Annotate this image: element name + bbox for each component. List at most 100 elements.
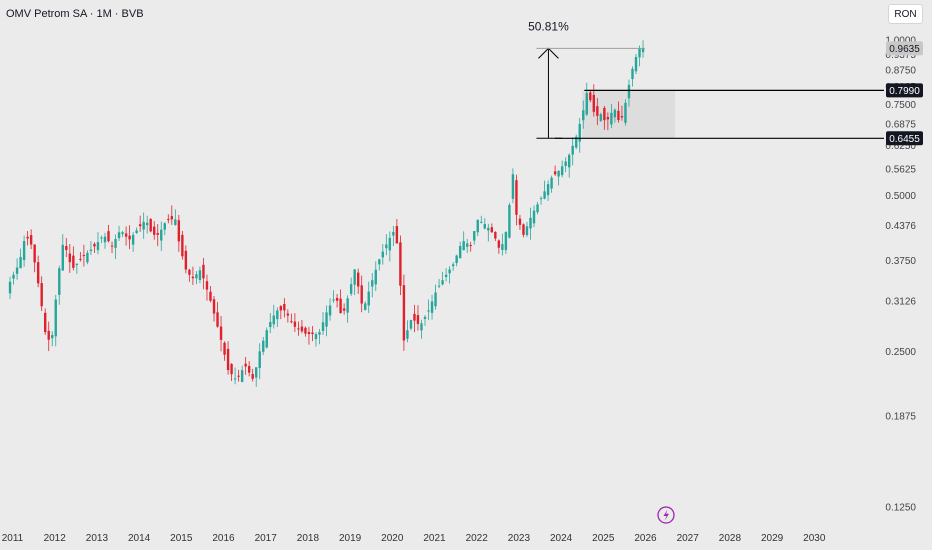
x-tick-label: 2015 — [170, 533, 193, 544]
y-tick-label: 0.6875 — [885, 120, 916, 131]
candle — [265, 327, 268, 349]
x-tick-label: 2027 — [677, 533, 700, 544]
candle — [167, 214, 170, 224]
candle — [409, 319, 413, 331]
candle — [240, 365, 244, 383]
candle — [332, 290, 335, 303]
candle — [501, 233, 504, 256]
x-tick-label: 2013 — [86, 533, 109, 544]
price-label: 0.6455 — [886, 131, 923, 146]
candle — [36, 255, 40, 288]
candle — [553, 165, 557, 176]
candle — [437, 279, 441, 289]
candle — [15, 258, 19, 280]
candle — [44, 308, 47, 335]
candle — [371, 273, 374, 298]
candle — [620, 105, 624, 121]
candle — [346, 295, 349, 323]
candle — [575, 134, 578, 150]
candle — [606, 112, 610, 131]
candle — [121, 230, 124, 237]
candle — [356, 268, 360, 294]
candle — [117, 225, 121, 241]
candle — [29, 229, 33, 250]
candle — [582, 100, 585, 129]
candle — [532, 205, 536, 228]
candle — [8, 276, 12, 300]
candle — [610, 103, 613, 129]
candle — [455, 254, 458, 267]
candle — [255, 367, 258, 387]
candle — [374, 261, 377, 291]
x-tick-label: 2011 — [2, 533, 24, 544]
candle — [209, 286, 212, 303]
candle — [72, 246, 75, 271]
annotations-layer: 50.81% — [528, 19, 884, 139]
candle — [124, 226, 128, 246]
y-tick-label: 0.5000 — [885, 191, 916, 202]
candle — [504, 231, 508, 254]
time-axis[interactable]: 2011 2012 2013 2014 2015 2016 2017 2018 2019 2020… — [2, 533, 826, 544]
candle — [244, 357, 247, 375]
candle — [89, 241, 93, 255]
candle — [276, 307, 279, 327]
price-labels-layer: 0.9635 0.7990 0.6455 — [886, 41, 923, 146]
price-label-text: 0.7990 — [889, 86, 920, 97]
price-label-text: 0.6455 — [889, 134, 920, 145]
candle — [237, 369, 240, 382]
x-tick-label: 2012 — [44, 533, 67, 544]
y-tick-label: 0.9375 — [885, 50, 916, 61]
x-tick-label: 2023 — [508, 533, 531, 544]
candle — [40, 276, 43, 312]
candle — [564, 157, 567, 173]
candle — [47, 321, 50, 352]
candle — [402, 274, 406, 351]
candle — [188, 268, 191, 282]
candle — [536, 201, 539, 215]
candle — [571, 137, 574, 166]
x-tick-label: 2025 — [592, 533, 615, 544]
price-axis[interactable]: 1.00000.93750.87500.81250.75000.68750.62… — [885, 36, 916, 514]
candle — [427, 299, 430, 321]
price-label: 0.7990 — [886, 83, 923, 98]
candle — [283, 298, 286, 318]
candle — [613, 108, 617, 123]
candle — [560, 160, 564, 178]
y-tick-label: 0.3126 — [885, 297, 916, 308]
candle — [617, 101, 620, 123]
candle — [156, 224, 159, 247]
candle — [177, 214, 181, 252]
candle — [399, 235, 402, 296]
candle — [96, 232, 100, 255]
candle — [247, 361, 251, 377]
candle — [128, 225, 131, 250]
x-tick-label: 2021 — [423, 533, 446, 544]
candle — [596, 97, 599, 126]
candle — [54, 294, 57, 347]
candle — [469, 241, 472, 252]
candle — [293, 313, 297, 332]
candle — [381, 244, 385, 265]
candle — [311, 326, 314, 342]
candle — [641, 40, 645, 58]
candle — [61, 234, 64, 271]
candle — [142, 212, 145, 239]
candle — [451, 262, 455, 271]
candle — [349, 277, 353, 297]
y-tick-label: 0.8750 — [885, 65, 916, 76]
candle — [339, 289, 342, 314]
candle — [93, 242, 96, 253]
candle — [82, 244, 86, 267]
y-tick-label: 1.0000 — [885, 36, 916, 47]
candle — [430, 294, 434, 320]
candle — [262, 337, 265, 355]
candle — [163, 222, 166, 236]
y-tick-label: 0.1250 — [885, 503, 916, 514]
x-tick-label: 2020 — [381, 533, 404, 544]
candle — [385, 234, 388, 256]
x-tick-label: 2024 — [550, 533, 573, 544]
candle — [114, 234, 117, 259]
currency-button[interactable]: RON — [888, 4, 923, 24]
lightning-bolt-icon[interactable] — [657, 506, 675, 524]
